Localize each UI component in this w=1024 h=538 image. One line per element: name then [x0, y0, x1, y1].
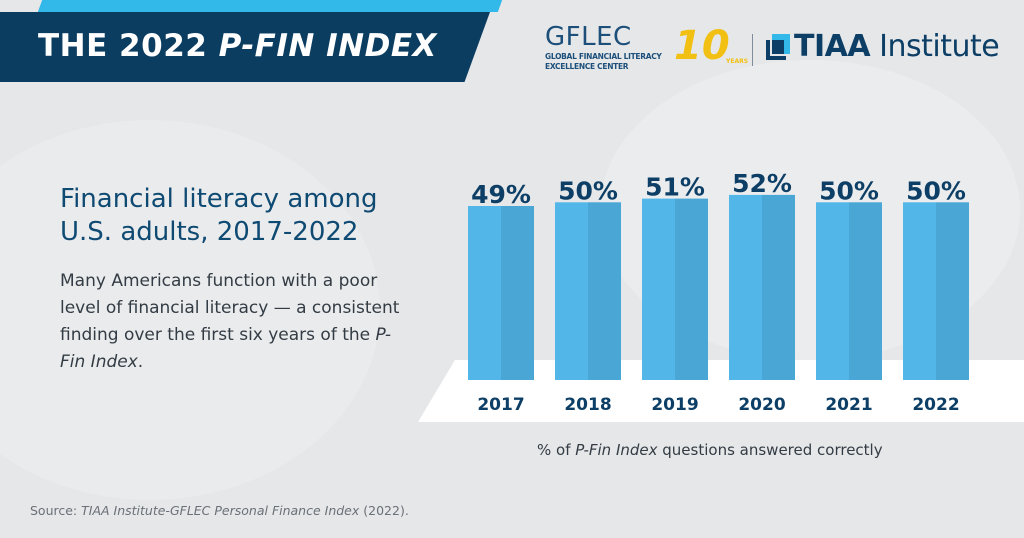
bar	[555, 202, 588, 380]
data-label: 50%	[906, 176, 966, 205]
bar-shade	[501, 206, 534, 380]
data-label: 52%	[732, 169, 792, 198]
bar	[642, 198, 675, 380]
bar-shade	[675, 198, 708, 380]
anniversary-sub: YEARS	[726, 58, 749, 65]
bar	[468, 206, 501, 380]
x-tick-label: 2021	[825, 395, 872, 415]
data-label: 50%	[558, 176, 618, 205]
data-label: 51%	[645, 173, 705, 202]
source-note: Source: TIAA Institute-GFLEC Personal Fi…	[30, 503, 409, 518]
bar	[816, 202, 849, 380]
gflec-logo: GFLEC GLOBAL FINANCIAL LITERACY EXCELLEN…	[545, 22, 662, 71]
x-tick-label: 2019	[651, 395, 698, 415]
page-title: THE 2022 P-FIN INDEX	[38, 28, 437, 64]
bar	[729, 194, 762, 380]
bar-shade	[762, 194, 795, 380]
bar-shade	[588, 202, 621, 380]
description: Many Americans function with a poor leve…	[60, 271, 400, 372]
bar-shade	[936, 202, 969, 380]
tiaa-logo-icon	[766, 34, 790, 60]
data-label: 49%	[471, 180, 531, 209]
x-tick-label: 2020	[738, 395, 785, 415]
x-tick-label: 2017	[477, 395, 524, 415]
x-tick-label: 2018	[564, 395, 611, 415]
tiaa-logo: TIAA Institute	[794, 29, 1000, 64]
data-label: 50%	[819, 176, 879, 205]
anniversary-logo: 10	[674, 23, 730, 69]
bar-shade	[849, 202, 882, 380]
x-tick-label: 2022	[912, 395, 959, 415]
logo-divider	[752, 34, 753, 66]
section-heading: Financial literacy among U.S. adults, 20…	[60, 184, 378, 247]
map-background	[0, 120, 380, 500]
bar	[903, 202, 936, 380]
chart-caption: % of P-Fin Index questions answered corr…	[537, 441, 883, 459]
